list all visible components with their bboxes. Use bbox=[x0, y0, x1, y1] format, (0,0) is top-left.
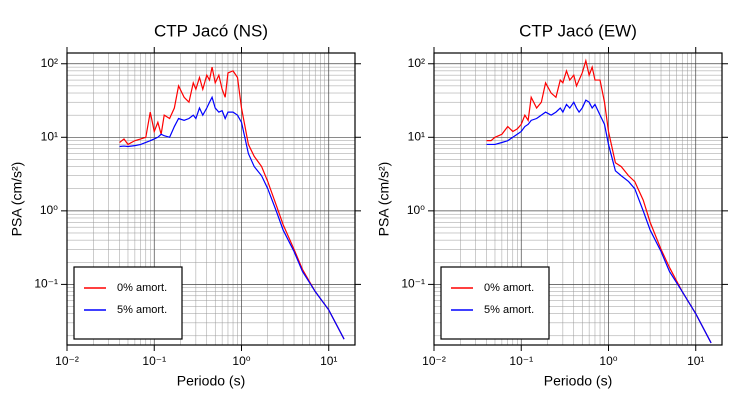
legend-label: 0% amort. bbox=[117, 282, 167, 294]
legend-label: 5% amort. bbox=[117, 304, 167, 316]
x-tick-label: 10¹ bbox=[320, 354, 337, 368]
chart-title: CTP Jacó (NS) bbox=[154, 21, 268, 40]
y-tick-label: 10⁻¹ bbox=[34, 277, 58, 291]
frame bbox=[433, 52, 723, 346]
y-tick-label: 10² bbox=[408, 56, 425, 70]
legend-label: 0% amort. bbox=[484, 282, 534, 294]
series-line bbox=[486, 58, 712, 344]
x-tick-label: 10⁰ bbox=[232, 354, 250, 368]
x-tick-label: 10⁻² bbox=[55, 354, 79, 368]
y-tick-label: 10⁻¹ bbox=[401, 277, 425, 291]
x-tick-label: 10⁻¹ bbox=[142, 354, 166, 368]
x-axis-label: Periodo (s) bbox=[544, 373, 612, 389]
x-tick-label: 10⁻² bbox=[422, 354, 446, 368]
legend-box bbox=[440, 266, 550, 340]
y-axis-label: PSA (cm/s²) bbox=[376, 162, 392, 237]
y-tick-label: 10¹ bbox=[408, 129, 425, 143]
x-tick-label: 10⁻¹ bbox=[509, 354, 533, 368]
legend-label: 5% amort. bbox=[484, 304, 534, 316]
x-tick-label: 10⁰ bbox=[599, 354, 617, 368]
series-line bbox=[119, 66, 345, 340]
x-axis-label: Periodo (s) bbox=[177, 373, 245, 389]
series-line bbox=[486, 99, 712, 344]
y-tick-label: 10¹ bbox=[41, 129, 58, 143]
legend-box bbox=[73, 266, 183, 340]
series-line bbox=[119, 95, 345, 340]
x-tick-label: 10¹ bbox=[687, 354, 704, 368]
frame bbox=[66, 52, 356, 346]
subplot: 10⁻² 10⁻¹ 10⁰ 10¹ 10⁻¹ 10⁰ 10¹ 10² CTP Jacó (NS)… bbox=[9, 21, 361, 389]
chart-title: CTP Jacó (EW) bbox=[519, 21, 637, 40]
y-tick-label: 10⁰ bbox=[407, 203, 425, 217]
y-tick-label: 10⁰ bbox=[40, 203, 58, 217]
y-axis-label: PSA (cm/s²) bbox=[9, 162, 25, 237]
y-tick-label: 10² bbox=[41, 56, 58, 70]
subplot: 10⁻² 10⁻¹ 10⁰ 10¹ 10⁻¹ 10⁰ 10¹ 10² CTP Jacó (EW)… bbox=[376, 21, 728, 389]
